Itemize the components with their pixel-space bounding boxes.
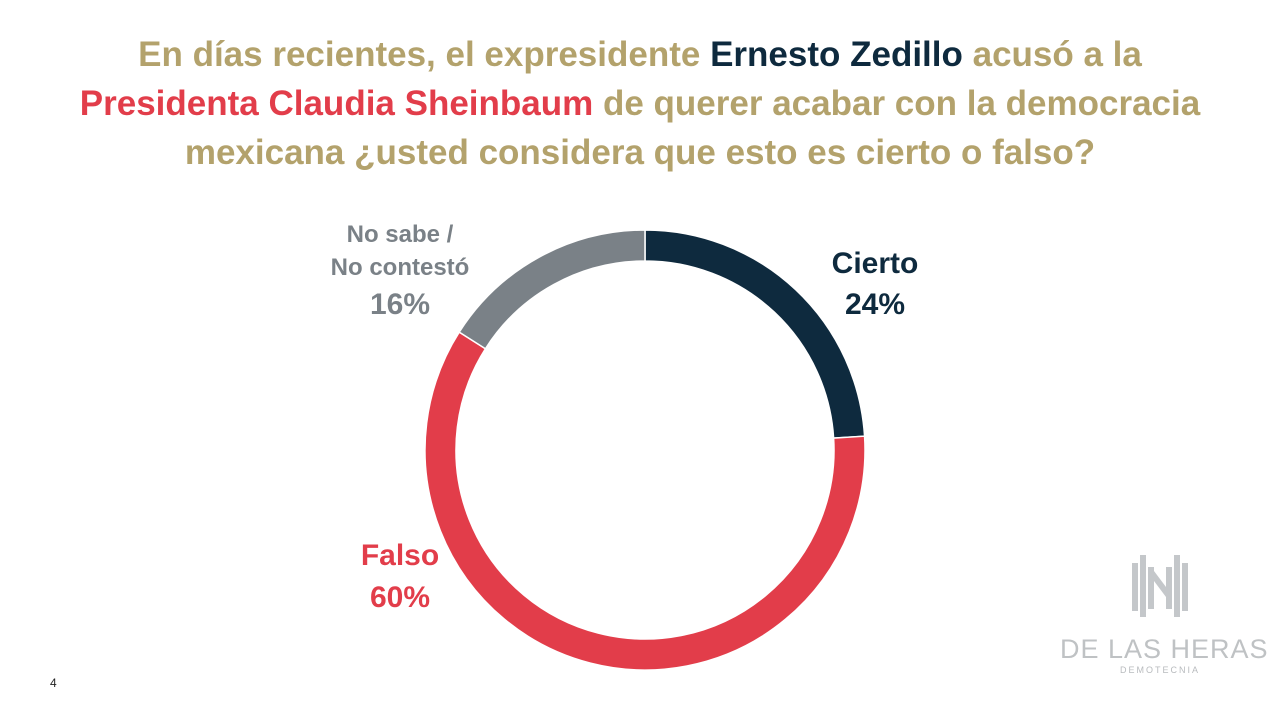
title-name-zedillo: Ernesto Zedillo xyxy=(710,35,963,74)
slice-no-sabe-no-contest xyxy=(458,229,646,350)
brand-logo: DE LAS HERAS DEMOTECNIA xyxy=(1060,553,1269,676)
slice-label-falso: Falso 60% xyxy=(330,535,470,619)
slice-label-nosabe-line2: No contestó xyxy=(330,254,470,281)
title-part-2: acusó a la xyxy=(962,35,1142,74)
page-number: 4 xyxy=(50,676,57,690)
slice-label-nosabe-pct: 16% xyxy=(369,288,431,321)
slice-label-falso-name: Falso xyxy=(360,539,440,572)
title-part-3: de querer acabar con la democracia mexic… xyxy=(184,84,1201,172)
slice-label-nosabe-line1: No sabe / xyxy=(346,221,454,248)
slice-label-cierto: Cierto 24% xyxy=(800,243,950,325)
title-part-1: En días recientes, el expresidente xyxy=(138,35,711,74)
title-name-sheinbaum: Presidenta Claudia Sheinbaum xyxy=(79,84,594,123)
chart-title: En días recientes, el expresidente Ernes… xyxy=(0,30,1280,177)
slice-label-cierto-pct: 24% xyxy=(844,288,906,321)
slice-label-falso-pct: 60% xyxy=(369,581,431,614)
brand-name: DE LAS HERAS xyxy=(1060,634,1269,664)
slice-label-cierto-name: Cierto xyxy=(831,247,919,280)
brand-mark-icon xyxy=(1132,555,1188,617)
brand-subtitle: DEMOTECNIA xyxy=(1119,665,1200,675)
slice-label-nosabe: No sabe / No contestó 16% xyxy=(300,218,500,326)
slice-falso xyxy=(424,331,866,671)
